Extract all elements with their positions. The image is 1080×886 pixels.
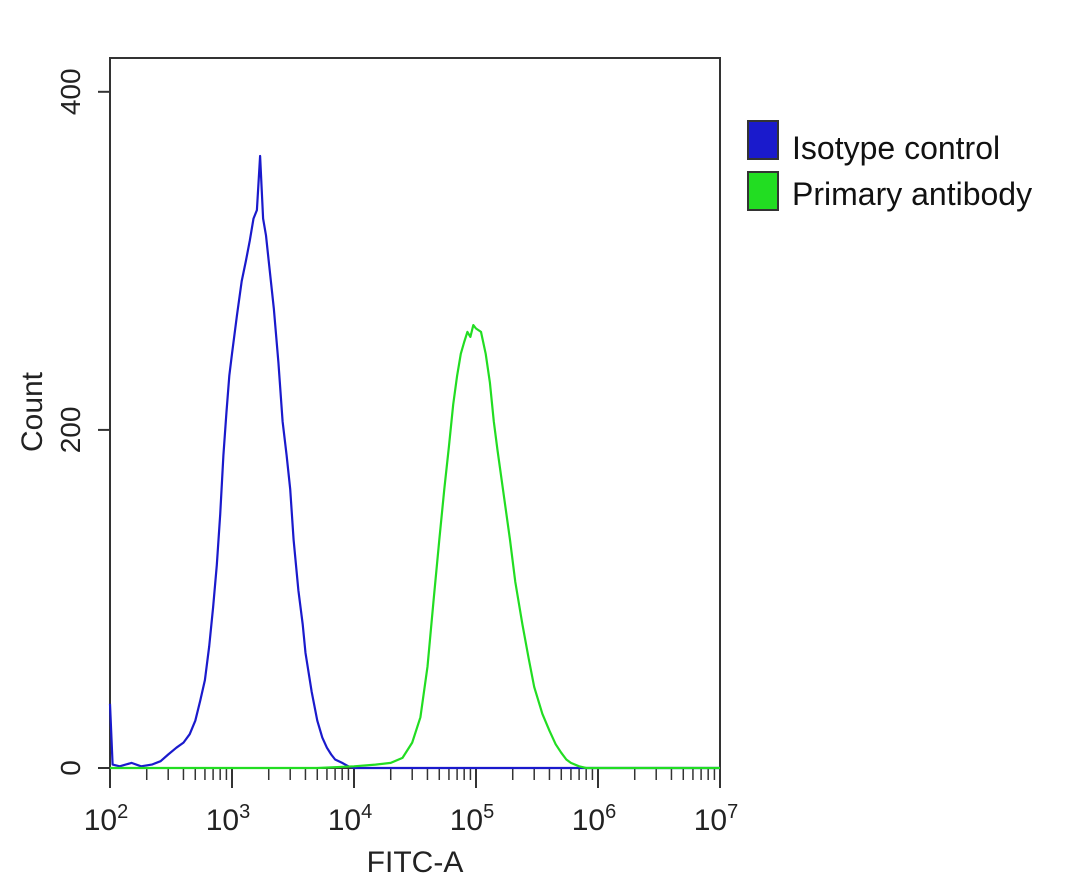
y-tick-label: 200 — [55, 407, 86, 454]
x-tick-label: 105 — [450, 801, 495, 837]
legend-swatch-primary-antibody — [747, 171, 779, 211]
legend-label-primary-antibody: Primary antibody — [792, 176, 1032, 212]
x-tick-label: 106 — [572, 801, 617, 837]
series-line-isotype-control — [108, 154, 720, 770]
x-tick-label: 107 — [694, 801, 739, 837]
y-tick-label: 0 — [55, 760, 86, 776]
legend-swatch-isotype-control — [747, 120, 779, 160]
tick-labels: 102 103 104 105 106 107 0 200 400 — [55, 68, 738, 837]
legend-label-isotype-control: Isotype control — [792, 130, 1000, 166]
series-lines — [108, 154, 720, 770]
x-tick-label: 103 — [206, 801, 251, 837]
plot-area — [109, 57, 721, 769]
x-tick-label: 104 — [328, 801, 373, 837]
legend: Isotype control Primary antibody — [747, 120, 1032, 212]
y-tick-label: 400 — [55, 68, 86, 115]
x-axis-label: FITC-A — [367, 846, 464, 879]
x-tick-label: 102 — [84, 801, 129, 837]
y-axis-label: Count — [16, 371, 49, 452]
axis-ticks — [98, 90, 721, 788]
series-line-primary-antibody — [110, 324, 720, 770]
